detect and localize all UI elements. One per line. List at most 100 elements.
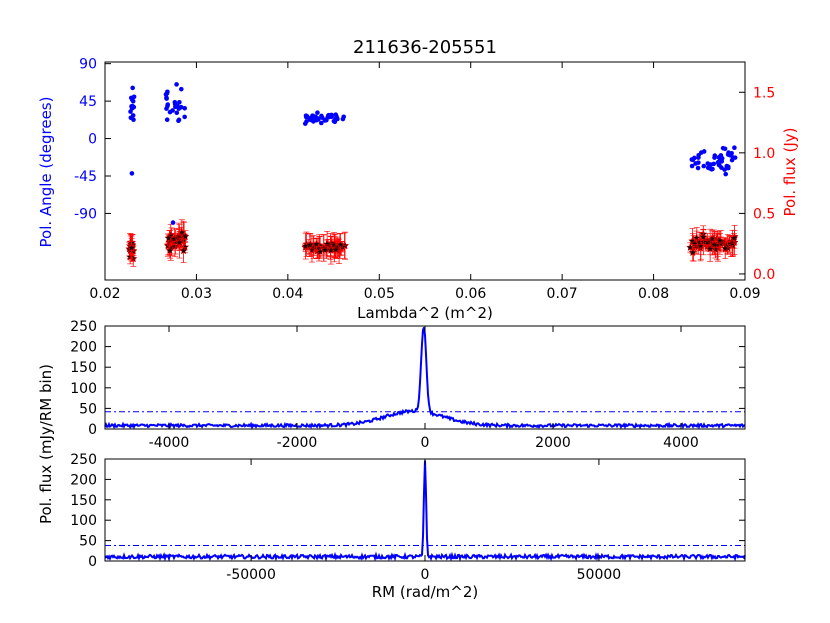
top-panel-ylabel-right: Pol. flux (Jy) <box>781 128 799 217</box>
bottom-panel-x-ticks: -50000 0 50000 <box>226 459 621 583</box>
top-panel-frame <box>104 61 746 281</box>
angle-point <box>130 103 135 109</box>
flux-star-point <box>181 232 190 241</box>
angle-point <box>315 110 320 115</box>
angle-point <box>172 99 178 105</box>
angle-point <box>130 85 135 91</box>
top-x-tick-label: 0.06 <box>455 286 486 302</box>
y-tick-label: 50 <box>79 401 97 417</box>
flux-star-point <box>692 233 701 242</box>
flux-star-point <box>331 245 341 254</box>
angle-point <box>732 155 738 160</box>
angle-point <box>128 115 134 121</box>
flux-star-point <box>320 245 330 254</box>
y-tick-label: 250 <box>70 319 97 335</box>
flux-star-point <box>690 239 699 248</box>
chart-title: 211636-205551 <box>353 37 497 58</box>
angle-point <box>333 116 338 122</box>
top-y-right-tick-label: 1.5 <box>753 85 775 101</box>
bottom-panel-y-ticks: 250 200 150 100 50 0 <box>70 452 745 570</box>
top-x-tick-label: 0.04 <box>272 286 303 302</box>
angle-point <box>128 109 133 114</box>
flux-star-point <box>312 239 321 248</box>
x-tick-label: 4000 <box>663 435 699 451</box>
angle-point <box>692 155 697 161</box>
angle-point <box>695 165 701 171</box>
angle-point <box>723 171 729 177</box>
middle-panel-y-ticks: 250 200 150 100 50 0 <box>70 319 745 438</box>
angle-point <box>701 163 707 169</box>
angle-point <box>309 117 315 123</box>
x-tick-label: -50000 <box>226 567 276 583</box>
angle-point <box>174 110 180 116</box>
angle-point <box>325 114 331 120</box>
y-tick-label: 250 <box>70 452 97 468</box>
angle-point <box>708 162 713 167</box>
angle-point <box>170 220 176 225</box>
flux-star-point <box>720 244 730 253</box>
angle-point <box>165 103 170 109</box>
angle-point <box>176 117 182 123</box>
top-x-tick-label: 0.07 <box>547 286 578 302</box>
angle-point <box>329 113 334 119</box>
flux-star-point <box>175 238 184 247</box>
flux-star-point <box>699 232 708 241</box>
angle-point <box>182 114 187 120</box>
top-x-tick-label: 0.03 <box>181 286 212 302</box>
angle-point <box>178 86 184 92</box>
x-tick-label: 0 <box>421 567 430 583</box>
angle-point <box>696 152 701 158</box>
angle-point <box>732 145 737 150</box>
flux-star-point <box>715 236 725 245</box>
angle-point <box>341 114 347 120</box>
y-tick-label: 50 <box>79 534 97 550</box>
x-tick-label: 50000 <box>577 567 622 583</box>
flux-star-point <box>164 233 173 242</box>
x-tick-label: -4000 <box>149 435 190 451</box>
flux-star-point <box>709 240 719 249</box>
top-panel: 0.02 0.03 0.04 0.05 0.06 0.07 0.08 0.09 90 45 0 -4… <box>37 57 799 322</box>
angle-point <box>178 104 184 110</box>
top-y-tick-label: 90 <box>79 57 97 73</box>
bottom-panel: -50000 0 50000 250 200 150 100 50 0 RM (rad/m^2… <box>70 452 746 601</box>
angle-point <box>163 92 169 97</box>
y-tick-label: 0 <box>88 554 97 570</box>
bottom-panel-xlabel: RM (rad/m^2) <box>372 583 479 601</box>
angle-point <box>316 117 321 122</box>
angle-point <box>170 108 175 113</box>
angle-point <box>302 121 308 126</box>
y-tick-label: 150 <box>70 360 97 376</box>
top-panel-x-ticks: 0.02 0.03 0.04 0.05 0.06 0.07 0.08 0.09 <box>89 62 761 302</box>
angle-point <box>175 103 180 108</box>
angle-point <box>131 94 137 100</box>
top-panel-y-right-ticks: 1.5 1.0 0.5 0.0 <box>739 85 775 283</box>
y-tick-label: 150 <box>70 493 97 509</box>
angle-point <box>318 120 324 126</box>
angle-point <box>718 153 724 158</box>
x-tick-label: 0 <box>421 435 430 451</box>
angle-point <box>712 155 717 160</box>
top-y-tick-label: 0 <box>88 132 97 148</box>
top-panel-xlabel: Lambda^2 (m^2) <box>357 304 493 322</box>
angle-point <box>174 82 179 87</box>
y-tick-label: 100 <box>70 381 97 397</box>
angle-point <box>182 105 188 111</box>
bottom-panel-spectrum-line <box>104 460 746 562</box>
top-y-tick-label: -90 <box>74 206 97 222</box>
angle-point <box>726 150 731 155</box>
shared-ylabel: Pol. flux (mJy/RM bin) <box>37 364 55 524</box>
angle-point <box>303 113 309 118</box>
y-tick-label: 200 <box>70 472 97 488</box>
angle-point <box>129 171 135 176</box>
angle-point <box>725 165 731 171</box>
top-y-right-tick-label: 1.0 <box>753 146 775 162</box>
angle-point <box>722 146 728 152</box>
top-x-tick-label: 0.02 <box>89 286 120 302</box>
top-x-tick-label: 0.08 <box>638 286 669 302</box>
middle-panel-x-ticks: -4000 -2000 0 2000 4000 <box>149 326 699 451</box>
angle-point <box>701 149 707 154</box>
flux-star-point <box>729 233 739 242</box>
top-y-right-tick-label: 0.5 <box>753 206 775 222</box>
flux-star-point <box>705 244 715 253</box>
